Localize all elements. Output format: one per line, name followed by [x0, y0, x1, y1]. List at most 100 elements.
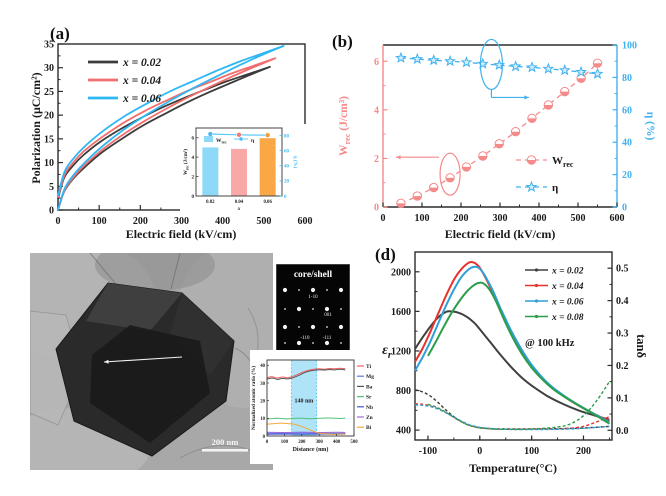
tem-micrograph: 200 nm — [30, 253, 273, 470]
svg-text:200: 200 — [576, 446, 591, 457]
eds-line-scan-plot: 0 100 200 300 400 500 0 10 20 30 40 Distance (nm) No… — [250, 350, 376, 464]
scale-bar-label: 200 nm — [212, 437, 239, 447]
svg-text:0: 0 — [56, 216, 61, 227]
svg-text:35: 35 — [44, 40, 54, 51]
panel-b-wrec-eta-chart: 0 100 200 300 400 500 6000246020406080100Elect… — [338, 38, 656, 241]
eds-series-Bi — [266, 422, 346, 435]
svg-text:300: 300 — [316, 440, 324, 445]
svg-text:0.0: 0.0 — [616, 426, 629, 437]
panel-d-label: (d) — [375, 245, 396, 264]
svg-text:15: 15 — [44, 134, 54, 145]
loop-x = 0.04 — [57, 57, 277, 211]
svg-text:0.06: 0.06 — [263, 200, 272, 205]
svg-text:30: 30 — [44, 63, 54, 74]
svg-text:400: 400 — [333, 440, 341, 445]
eds-legend: Ti Mg Ba Sr Nb Zn Bi — [357, 364, 374, 431]
svg-text:20: 20 — [44, 111, 54, 122]
shell-width-label: 140 nm — [294, 398, 313, 404]
svg-text:Ba: Ba — [366, 384, 373, 390]
panel-b-legend: Wrec η — [516, 155, 574, 194]
svg-text:x: x — [237, 206, 241, 212]
svg-text:x = 0.02: x = 0.02 — [551, 267, 584, 277]
svg-text:6: 6 — [192, 137, 195, 142]
svg-text:0: 0 — [192, 195, 195, 200]
svg-text:0: 0 — [263, 435, 266, 440]
svg-text:0: 0 — [266, 440, 269, 445]
svg-text:0.5: 0.5 — [616, 264, 629, 275]
panel-b-label: (b) — [332, 32, 353, 51]
tand-curve-x = 0.02 — [414, 389, 610, 430]
svg-text:Polarization (μC/cm²): Polarization (μC/cm²) — [29, 72, 43, 183]
wrec-ellipse-annotation — [439, 152, 461, 196]
svg-text:0.02: 0.02 — [206, 200, 215, 205]
loop-x = 0.06 — [57, 45, 285, 211]
svg-text:500: 500 — [571, 213, 586, 224]
tand-curve-x = 0.08 — [427, 381, 610, 431]
svg-text:20: 20 — [260, 399, 265, 404]
svg-text:x = 0.08: x = 0.08 — [551, 313, 584, 323]
svg-text:40: 40 — [284, 165, 290, 170]
svg-text:Electric field (kV/cm): Electric field (kV/cm) — [445, 227, 556, 241]
svg-text:1-10: 1-10 — [308, 295, 318, 300]
svg-text:500: 500 — [350, 440, 358, 445]
svg-text:20: 20 — [622, 170, 632, 181]
svg-text:100: 100 — [524, 446, 539, 457]
svg-text:Mg: Mg — [366, 374, 374, 380]
er-curve-x = 0.08 — [427, 281, 610, 425]
panel-a-label: (a) — [50, 24, 70, 43]
svg-text:0: 0 — [477, 446, 482, 457]
svg-text:2000: 2000 — [391, 267, 411, 278]
panel-c-tem-image: 200 nm — [30, 253, 273, 470]
inset-bar-0.04 — [231, 148, 247, 196]
svg-text:800: 800 — [396, 386, 411, 397]
loop-x = 0.02 — [57, 65, 271, 211]
svg-text:x = 0.02: x = 0.02 — [122, 57, 161, 69]
svg-text:-110: -110 — [301, 336, 310, 341]
tand-curve-x = 0.06 — [414, 404, 610, 431]
svg-text:x = 0.06: x = 0.06 — [551, 298, 584, 308]
saed-pattern: core/shell 1-10 001 -110 -111 — [276, 264, 350, 353]
inset-bar-0.02 — [202, 147, 219, 196]
svg-text:0: 0 — [622, 203, 627, 214]
panel-a-legend: x = 0.02 x = 0.04 x = 0.06 — [88, 57, 161, 105]
er-curve-x = 0.02 — [414, 310, 610, 421]
svg-text:0.04: 0.04 — [235, 200, 244, 205]
svg-text:100: 100 — [281, 440, 289, 445]
svg-text:200: 200 — [298, 440, 306, 445]
svg-text:25: 25 — [44, 87, 54, 98]
svg-text:Sr: Sr — [366, 395, 372, 401]
svg-text:001: 001 — [324, 313, 332, 318]
svg-text:400: 400 — [396, 426, 411, 437]
svg-text:Normalized atomic ratio (%): Normalized atomic ratio (%) — [250, 366, 257, 430]
svg-text:Electric field (kV/cm): Electric field (kV/cm) — [126, 227, 237, 241]
svg-text:40: 40 — [622, 138, 632, 149]
svg-text:30: 30 — [260, 382, 265, 387]
eds-series-Ba — [266, 368, 346, 380]
svg-text:300: 300 — [493, 213, 508, 224]
svg-text:Bi: Bi — [366, 425, 372, 431]
svg-text:Zn: Zn — [366, 415, 373, 421]
svg-text:Temperature(°C): Temperature(°C) — [469, 461, 557, 475]
svg-text:0: 0 — [381, 213, 386, 224]
svg-text:20: 20 — [284, 180, 290, 185]
svg-text:80: 80 — [622, 73, 632, 84]
svg-text:Wrec (J/cm³): Wrec (J/cm³) — [183, 149, 189, 175]
panel-d-permittivity-chart: -100 0 100 200 400 800 1200 1600 2000 0.0 0.1 0.2 0.… — [382, 251, 648, 475]
svg-text:η: η — [251, 138, 254, 144]
svg-text:Wrec: Wrec — [552, 155, 574, 169]
svg-text:600: 600 — [610, 213, 625, 224]
svg-text:x = 0.04: x = 0.04 — [122, 75, 161, 87]
svg-text:4: 4 — [374, 105, 379, 116]
panel-a-y-axis-label: Polarization (μC/cm²) — [29, 72, 43, 183]
svg-text:Distance (nm): Distance (nm) — [293, 446, 329, 453]
svg-text:400: 400 — [532, 213, 547, 224]
wrec-line — [400, 62, 598, 204]
svg-text:100: 100 — [415, 213, 430, 224]
svg-text:x = 0.04: x = 0.04 — [551, 282, 584, 292]
svg-text:500: 500 — [256, 216, 271, 227]
svg-text:Wrec (J/cm³): Wrec (J/cm³) — [338, 96, 352, 156]
svg-text:2: 2 — [192, 175, 195, 180]
svg-text:200: 200 — [454, 213, 469, 224]
